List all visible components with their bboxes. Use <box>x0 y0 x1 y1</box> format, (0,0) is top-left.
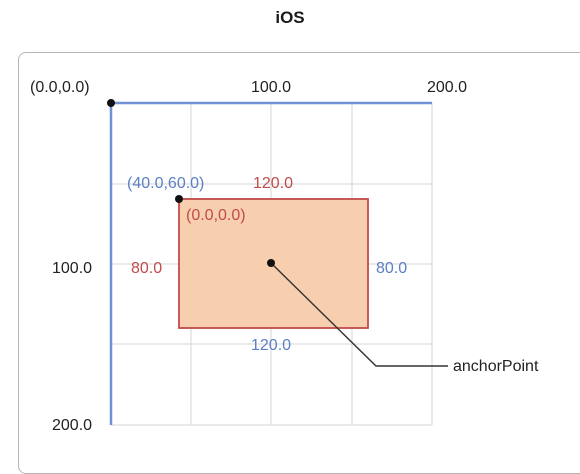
bounds-origin-label: (0.0,0.0) <box>186 207 246 224</box>
x-tick-100: 100.0 <box>251 79 291 96</box>
origin-dot <box>107 99 115 107</box>
y-tick-200: 200.0 <box>52 417 92 434</box>
diagram-title: iOS <box>275 8 305 27</box>
right-height-label: 80.0 <box>376 260 407 277</box>
coordinate-diagram: (0.0,0.0) 100.0 200.0 100.0 200.0 (40.0,… <box>30 79 539 434</box>
origin-label: (0.0,0.0) <box>30 79 90 96</box>
anchor-leader-line <box>270 262 448 367</box>
bottom-width-label: 120.0 <box>251 337 291 354</box>
anchor-point-label: anchorPoint <box>453 358 539 375</box>
frame-origin-dot <box>175 195 183 203</box>
top-width-label: 120.0 <box>253 175 293 192</box>
frame-origin-label: (40.0,60.0) <box>127 175 204 192</box>
anchor-point-dot <box>267 259 275 267</box>
x-tick-200: 200.0 <box>427 79 467 96</box>
left-height-label: 80.0 <box>131 260 162 277</box>
y-tick-100: 100.0 <box>52 260 92 277</box>
